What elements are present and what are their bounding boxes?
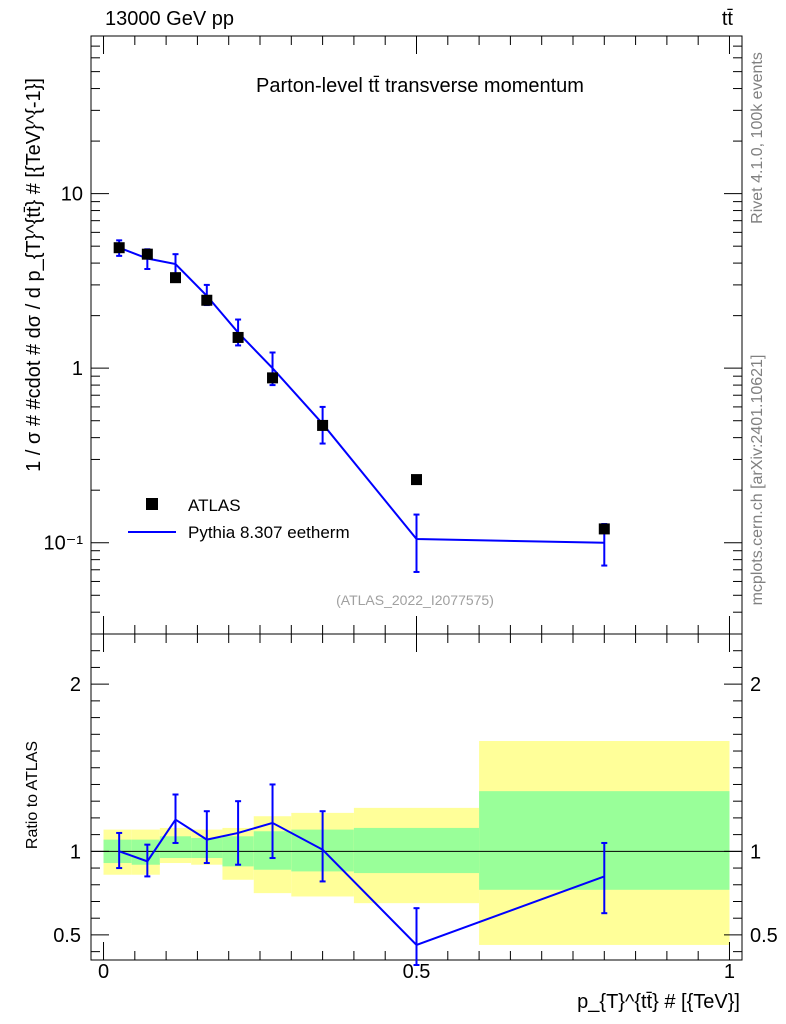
atlas-data-point <box>317 419 329 431</box>
ratio-y-tick-label-left: 0.5 <box>53 925 81 947</box>
analysis-id: (ATLAS_2022_I2077575) <box>336 592 494 608</box>
x-tick-label: 1 <box>724 961 735 983</box>
atlas-data-point <box>267 372 279 384</box>
atlas-data-point <box>411 474 422 486</box>
ratio-panel: Ratio to ATLAS 2 2 1 1 0.5 0.5 0 0.5 1 p_{T}^{tt… <box>24 633 778 1013</box>
legend-marker-atlas <box>146 498 158 510</box>
x-axis-label: p_{T}^{tt̄} # [{TeV}] <box>577 991 740 1013</box>
ratio-ylabel: Ratio to ATLAS <box>24 741 41 849</box>
ratio-y-tick-label-left: 1 <box>70 841 81 863</box>
x-tick-label: 0 <box>98 961 109 983</box>
ratio-y-tick-label-right: 1 <box>750 841 761 863</box>
y-tick-label: 1 <box>72 358 83 380</box>
atlas-data-point <box>170 272 182 284</box>
atlas-data-point <box>232 331 244 343</box>
ratio-y-tick-label-right: 2 <box>750 674 761 696</box>
ratio-y-tick-label-right: 0.5 <box>750 925 778 947</box>
x-tick-label: 0.5 <box>403 961 431 983</box>
legend-label-pythia: Pythia 8.307 eetherm <box>188 523 350 542</box>
ratio-y-tick-label-left: 2 <box>70 674 81 696</box>
legend-label-atlas: ATLAS <box>188 496 241 515</box>
atlas-data-point <box>201 294 213 306</box>
atlas-data-point <box>141 248 153 260</box>
ratio-ticks: 2 2 1 1 0.5 0.5 0 0.5 1 <box>53 634 778 983</box>
mcplots-label: mcplots.cern.ch [arXiv:2401.10621] <box>749 355 766 606</box>
rivet-version-label: Rivet 4.1.0, 100k events <box>749 52 766 224</box>
process-label: tt̄ <box>722 8 734 30</box>
y-tick-label: 10 <box>61 184 83 206</box>
main-ticks: 10 1 10⁻¹ <box>44 35 742 635</box>
ratio-data <box>91 783 742 967</box>
main-ylabel: 1 / σ # #cdot # dσ / d p_{T}^{tt̄} # [{T… <box>23 78 45 472</box>
plot-title: Parton-level tt̄ transverse momentum <box>256 75 584 97</box>
atlas-data-point <box>598 523 610 535</box>
green-band <box>353 827 480 874</box>
main-data <box>113 239 610 573</box>
energy-label: 13000 GeV pp <box>105 8 234 30</box>
green-band <box>159 836 192 859</box>
main-panel: Parton-level tt̄ transverse momentum 1 /… <box>23 35 743 635</box>
atlas-data-point <box>113 242 125 254</box>
y-tick-label: 10⁻¹ <box>44 533 84 555</box>
legend: ATLAS Pythia 8.307 eetherm <box>128 496 350 542</box>
